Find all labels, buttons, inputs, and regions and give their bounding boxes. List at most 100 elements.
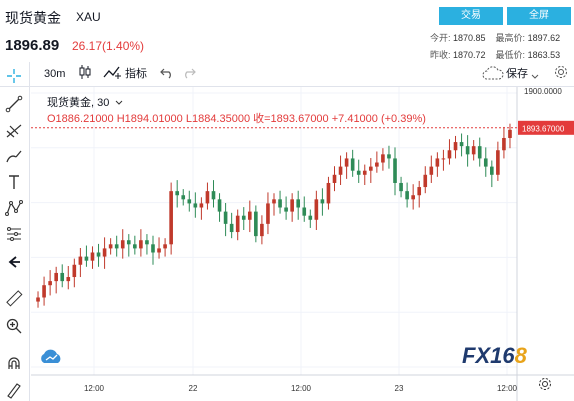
candle-body [368, 166, 373, 171]
candle-body [272, 199, 276, 204]
pattern-icon [5, 200, 23, 216]
drawing-toolbar [0, 62, 30, 401]
x-tick-label: 12:00 [84, 384, 105, 393]
candle-body [114, 244, 119, 249]
text-tool[interactable] [4, 172, 24, 192]
candle-body [90, 252, 95, 261]
low-label: 最低价: [495, 50, 526, 60]
magnet-tool[interactable] [4, 354, 24, 374]
prediction-tool[interactable] [4, 224, 24, 244]
cloud-save-icon-button[interactable] [482, 64, 504, 84]
arrow-left-icon [8, 256, 20, 268]
fx168-watermark: FX168 [462, 343, 527, 369]
candle-type-button[interactable] [78, 64, 92, 84]
fib-tool[interactable] [4, 120, 24, 140]
watermark-main: FX16 [462, 343, 515, 368]
legend-name: 现货黄金 [47, 97, 91, 109]
candle-body [393, 158, 397, 183]
candle-body [308, 215, 313, 220]
redo-icon [185, 68, 196, 79]
text-icon [9, 175, 19, 189]
save-button[interactable]: 保存 [506, 68, 528, 80]
candle-body [199, 203, 204, 208]
candle-body [350, 158, 355, 171]
candle-body [54, 272, 58, 282]
candle-body [151, 244, 155, 253]
instrument-symbol: XAU [76, 10, 101, 24]
y-tick-label: 1900.0000 [524, 87, 562, 96]
candle-body [326, 182, 331, 204]
candle-body [241, 215, 246, 220]
magnet-icon [8, 357, 20, 369]
settings-button[interactable] [553, 64, 569, 84]
high-value: 1897.62 [527, 33, 561, 43]
undo-button[interactable] [160, 64, 174, 84]
candle-body [314, 199, 319, 220]
candle-body [120, 240, 125, 249]
brush-tool[interactable] [4, 146, 24, 166]
candle-body [453, 142, 458, 151]
trendline-tool[interactable] [4, 94, 24, 114]
candle-body [108, 244, 113, 249]
x-tick-label: 12:00 [291, 384, 312, 393]
prev-close-value: 1870.72 [453, 50, 486, 60]
redo-button[interactable] [182, 64, 196, 84]
zoom-tool[interactable] [4, 316, 24, 336]
low-value: 1863.53 [527, 50, 561, 60]
x-tick-label: 22 [189, 384, 198, 393]
candle-body [332, 174, 337, 183]
legend-interval: 30 [97, 97, 110, 109]
current-price: 1896.89 [5, 37, 60, 54]
crosshair-tool[interactable] [4, 66, 24, 86]
candle-body [302, 207, 307, 216]
x-tick-label: 12:00 [497, 384, 518, 393]
candle-body [193, 203, 198, 208]
interval-selector[interactable]: 30m [44, 68, 66, 80]
trendline-icon [5, 95, 23, 113]
back-tool[interactable] [4, 252, 24, 272]
cloud-badge[interactable] [38, 349, 64, 365]
indicators-icon-button[interactable] [103, 63, 123, 83]
candle-body [441, 158, 446, 160]
candle-body [211, 191, 216, 200]
candle-body [181, 195, 186, 200]
instrument-title: 现货黄金 [5, 10, 61, 26]
chevron-down-icon[interactable] [115, 100, 123, 106]
candle-body [411, 195, 415, 200]
chevron-down-icon [531, 74, 539, 79]
candle-body [483, 158, 488, 167]
trade-button[interactable]: 交易 [439, 7, 503, 25]
candle-body [48, 281, 52, 286]
pitchfork-icon [6, 124, 22, 138]
candle-body [417, 187, 422, 196]
candle-body [205, 191, 210, 204]
candle-body [399, 182, 403, 192]
candle-body [139, 240, 143, 249]
candlestick-chart[interactable]: 1893.67000 1900.0000 12:00 22 12:00 23 12:00 [31, 87, 574, 401]
candle-body [447, 150, 452, 159]
zoom-in-icon [6, 318, 22, 334]
indicators-button[interactable]: 指标 [125, 68, 147, 80]
candle-body [60, 272, 65, 282]
lock-drawings-tool[interactable] [4, 380, 24, 400]
candle-body [477, 146, 482, 159]
candle-body [296, 199, 301, 208]
candle-body [375, 162, 379, 167]
candle-body [344, 158, 349, 167]
legend-sep: , [91, 97, 98, 109]
candle-body [465, 146, 470, 155]
candle-body [459, 142, 464, 147]
save-dropdown[interactable] [531, 67, 541, 87]
candle-body [175, 191, 180, 196]
pencil-lock-icon [7, 383, 21, 399]
candle-body [320, 199, 325, 204]
candle-body [429, 166, 434, 175]
candle-body [362, 170, 367, 175]
candle-body [508, 129, 512, 138]
fullscreen-button[interactable]: 全屏 [507, 7, 571, 25]
candle-body [169, 191, 173, 245]
axis-settings-icon[interactable] [539, 378, 551, 390]
measure-tool[interactable] [4, 288, 24, 308]
brush-icon [6, 150, 22, 163]
pattern-tool[interactable] [4, 198, 24, 218]
